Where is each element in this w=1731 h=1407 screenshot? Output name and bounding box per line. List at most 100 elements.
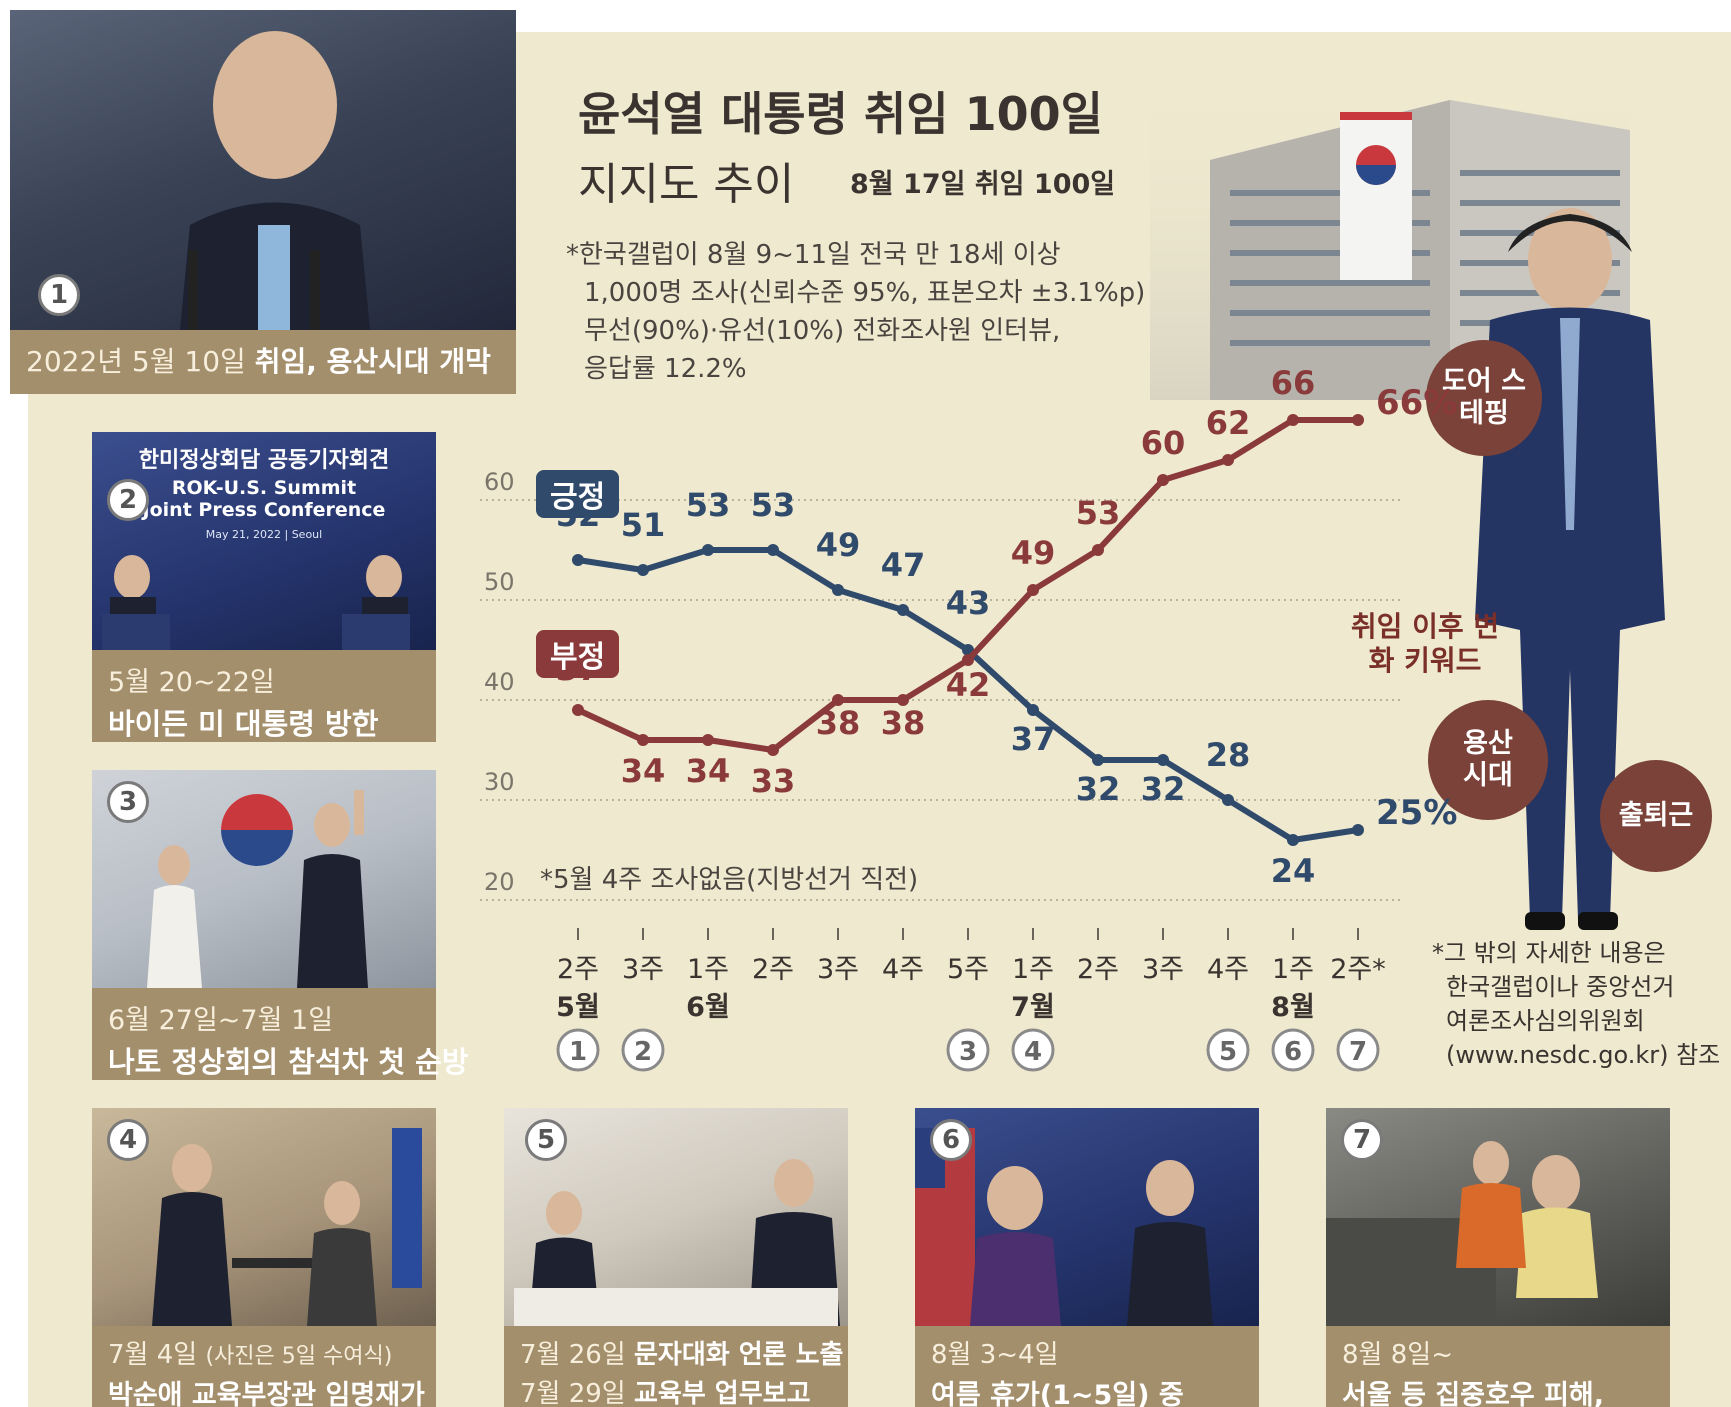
photo-inauguration: [10, 10, 516, 330]
survey-note-line: 1,000명 조사(신뢰수준 95%, 표본오차 ±3.1%p): [584, 278, 1146, 308]
data-label: 34: [686, 752, 731, 790]
data-label: 24: [1271, 852, 1316, 890]
y-tick-label: 40: [484, 668, 515, 696]
data-label: 66: [1271, 364, 1316, 402]
x-tick-label: 1주: [1272, 954, 1314, 985]
month-label: 5월: [556, 992, 600, 1023]
survey-note-line: *한국갤럽이 8월 9~11일 전국 만 18세 이상: [566, 240, 1061, 270]
y-tick-label: 60: [484, 468, 515, 496]
event-5-desc-b: 교육부 업무보고: [634, 1379, 811, 1407]
data-point: [637, 564, 649, 576]
survey-note-line: 응답률 12.2%: [584, 354, 747, 384]
data-point: [767, 544, 779, 556]
x-tick-label: 2주: [557, 954, 599, 985]
data-label: 38: [816, 704, 861, 742]
event-6-date: 8월 3~4일: [931, 1340, 1059, 1370]
x-tick-label: 1주: [687, 954, 729, 985]
event-marker-label: 1: [569, 1037, 587, 1067]
event-marker-circle: [556, 1028, 600, 1072]
event-caption-3: 6월 27일~7월 1일 나토 정상회의 참석차 첫 순방: [92, 988, 469, 1080]
data-label: 60: [1141, 424, 1186, 462]
data-point: [1287, 834, 1299, 846]
data-point: [897, 694, 909, 706]
data-point: [1092, 544, 1104, 556]
event-7-date: 8월 8일~: [1342, 1340, 1453, 1370]
event-marker-label: 3: [959, 1037, 977, 1067]
photo-summit: 한미정상회담 공동기자회견 ROK-U.S. Summit Joint Pres…: [92, 432, 436, 650]
chart-footnote: *5월 4주 조사없음(지방선거 직전): [540, 865, 918, 895]
month-label: 7월: [1011, 992, 1055, 1023]
x-tick-label: 5주: [947, 954, 989, 985]
data-point: [1222, 454, 1234, 466]
x-tick-label: 4주: [882, 954, 924, 985]
event-2-desc: 바이든 미 대통령 방한: [108, 707, 379, 741]
event-marker-circle: [621, 1028, 665, 1072]
event-7-desc: 서울 등 집중호우 피해,: [1342, 1380, 1605, 1407]
event-badge-4: 4: [107, 1119, 149, 1161]
data-label: 32: [1076, 770, 1121, 808]
meeting-figures: [514, 1159, 840, 1326]
legend-positive: 긍정: [536, 470, 620, 518]
event-3-desc: 나토 정상회의 참석차 첫 순방: [108, 1045, 469, 1079]
event-3-date: 6월 27일~7월 1일: [108, 1005, 334, 1036]
side-note: *그 밖의 자세한 내용은 한국갤럽이나 중앙선거 여론조사심의위원회 (www…: [1432, 936, 1720, 1072]
event-1-desc: 취임, 용산시대 개막: [254, 345, 491, 378]
page-subtitle: 지지도 추이: [578, 159, 795, 210]
data-label: 49: [1011, 534, 1056, 572]
x-tick-label: 1주: [1012, 954, 1054, 985]
event-marker-circle: [1271, 1028, 1315, 1072]
data-point: [702, 544, 714, 556]
page-title: 윤석열 대통령 취임 100일: [578, 87, 1103, 141]
event-marker-label: 5: [1219, 1037, 1237, 1067]
side-note-line: *그 밖의 자세한 내용은: [1432, 939, 1666, 967]
event-badge-5: 5: [525, 1119, 567, 1161]
x-tick-label: 3주: [817, 954, 859, 985]
data-label: 33: [751, 762, 796, 800]
month-label: 8월: [1271, 992, 1315, 1023]
data-label: 42: [946, 666, 991, 704]
photo-pelosi-meeting: [915, 1108, 1259, 1326]
data-point: [1027, 584, 1039, 596]
speaker-silhouette: [180, 31, 370, 330]
y-tick-label: 20: [484, 868, 515, 896]
data-point: [832, 584, 844, 596]
data-point: [1027, 704, 1039, 716]
date-note: 8월 17일 취임 100일: [850, 169, 1116, 200]
survey-note: *한국갤럽이 8월 9~11일 전국 만 18세 이상 1,000명 조사(신뢰…: [566, 236, 1145, 388]
event-marker-label: 7: [1349, 1037, 1367, 1067]
event-marker-circle: [1336, 1028, 1380, 1072]
event-4-sub: (사진은 5일 수여식): [205, 1344, 393, 1369]
event-caption-5: 7월 26일 문자대화 언론 노출 7월 29일 교육부 업무보고: [504, 1326, 848, 1407]
data-label: 62: [1206, 404, 1251, 442]
event-5-desc-a: 문자대화 언론 노출: [634, 1340, 844, 1370]
data-point: [767, 744, 779, 756]
summit-podiums: [102, 555, 410, 650]
event-5-date: 7월 26일: [520, 1340, 626, 1370]
event-caption-2: 5월 20~22일 바이든 미 대통령 방한: [92, 650, 436, 742]
flood-site-figures: [1326, 1141, 1598, 1326]
event-2-date: 5월 20~22일: [108, 667, 275, 698]
data-point: [1287, 414, 1299, 426]
y-tick-label: 30: [484, 768, 515, 796]
pelosi-meeting-figures: [915, 1128, 1213, 1326]
summit-banner-date: May 21, 2022 | Seoul: [205, 528, 323, 541]
x-tick-label: 2주*: [1330, 954, 1386, 985]
legend-negative: 부정: [536, 630, 620, 678]
appointment-figures: [152, 1128, 422, 1326]
event-6-desc: 여름 휴가(1~5일) 중: [931, 1380, 1184, 1407]
event-marker-label: 4: [1024, 1037, 1042, 1067]
summit-banner-title: 한미정상회담 공동기자회견: [138, 448, 390, 473]
keyword-commute: 출퇴근: [1600, 760, 1712, 872]
event-badge-6: 6: [930, 1119, 972, 1161]
event-caption-4: 7월 4일 (사진은 5일 수여식) 박순애 교육부장관 임명재가: [92, 1326, 436, 1407]
event-badge-2: 2: [107, 479, 149, 521]
x-tick-label: 3주: [622, 954, 664, 985]
data-point: [1352, 414, 1364, 426]
data-label: 49: [816, 526, 861, 564]
x-tick-label: 4주: [1207, 954, 1249, 985]
x-tick-label: 2주: [752, 954, 794, 985]
keyword-yongsan: 용산 시대: [1428, 700, 1548, 820]
data-point: [637, 734, 649, 746]
event-1-date: 2022년 5월 10일: [26, 345, 246, 378]
event-marker-label: 6: [1284, 1037, 1302, 1067]
